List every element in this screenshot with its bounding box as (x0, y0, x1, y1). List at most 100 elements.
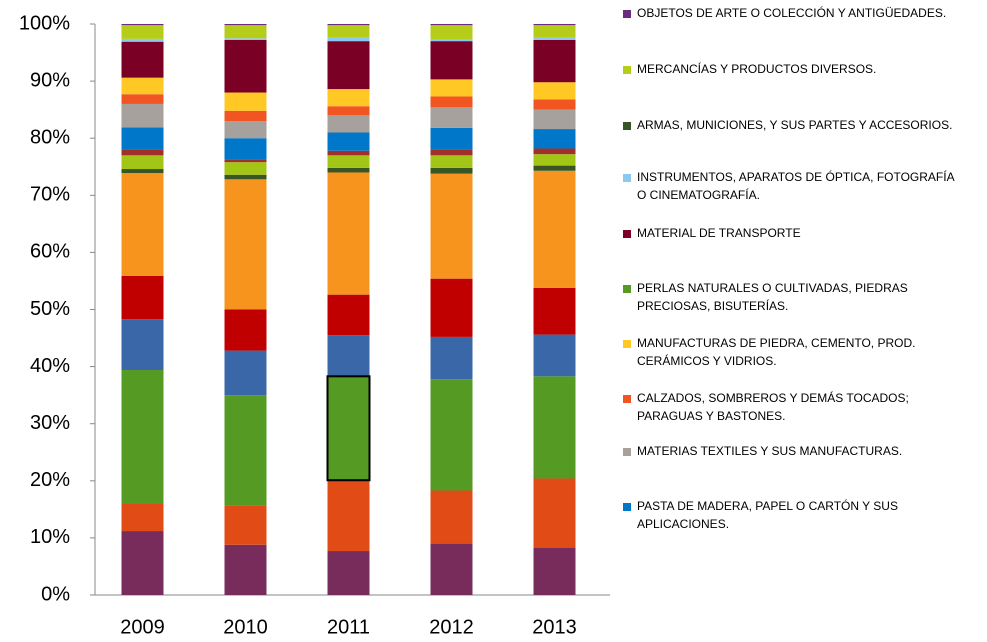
bar-segment (327, 551, 370, 595)
bar-segment (327, 25, 370, 38)
y-tick-label: 50% (30, 298, 70, 320)
bar-segment (224, 395, 267, 506)
bar-segment (327, 115, 370, 133)
bar-segment (430, 79, 473, 97)
legend-label: CERÁMICOS Y VIDRIOS. (637, 353, 777, 368)
legend-label: PARAGUAS Y BASTONES. (637, 409, 786, 423)
bar-segment (121, 531, 164, 595)
bar-segment (327, 37, 370, 42)
bar-segment (533, 82, 576, 100)
legend-swatch (623, 10, 631, 18)
x-tick-label: 2013 (532, 616, 577, 638)
bar-segment (121, 155, 164, 170)
bar-segment (533, 376, 576, 479)
x-tick-label: 2011 (327, 616, 370, 638)
bar-segment (533, 334, 576, 377)
bar-segment (224, 39, 267, 93)
bar-segment (327, 376, 370, 481)
bar-segment (327, 41, 370, 90)
bar-segment (327, 167, 370, 173)
bar-segment (121, 370, 164, 504)
bar-segment (224, 309, 267, 351)
bar-segment (533, 129, 576, 149)
x-tick-label: 2012 (429, 616, 474, 638)
legend-label: O CINEMATOGRAFÍA. (637, 187, 760, 202)
bar-segment (533, 287, 576, 335)
bar-segment (533, 547, 576, 595)
bar-segment (533, 37, 576, 40)
y-tick-label: 0% (41, 583, 70, 605)
bar-segment (121, 503, 164, 532)
bar-segment (224, 110, 267, 122)
legend-swatch (623, 66, 631, 74)
bar-segment (430, 107, 473, 128)
bar-segment (121, 103, 164, 128)
bar-segment (430, 149, 473, 156)
legend-label: PERLAS NATURALES O CULTIVADAS, PIEDRAS (637, 281, 908, 295)
bar-segment (533, 99, 576, 110)
legend-label: PRECIOSAS, BISUTERÍAS. (637, 298, 788, 313)
legend-swatch (623, 395, 631, 403)
bar-segment (121, 25, 164, 39)
bar-segment (224, 38, 267, 40)
bar-segment (327, 172, 370, 295)
bar-segment (533, 478, 576, 548)
bar-segment (430, 543, 473, 595)
x-tick-label: 2009 (120, 616, 165, 638)
y-tick-label: 30% (30, 412, 70, 434)
legend-label: MATERIAL DE TRANSPORTE (637, 226, 801, 240)
legend-label: MATERIAS TEXTILES Y SUS MANUFACTURAS. (637, 444, 902, 458)
bar-segment (430, 155, 473, 168)
legend-swatch (623, 340, 631, 348)
bar-segment (533, 165, 576, 171)
bar-segment (430, 25, 473, 40)
bar-segment (327, 294, 370, 336)
bar-segment (327, 150, 370, 156)
bar-segment (224, 350, 267, 396)
bar-segment (430, 379, 473, 491)
selection-outline (326, 375, 371, 482)
bar-segment (533, 39, 576, 83)
bar-segment (430, 278, 473, 337)
bar-segment (224, 174, 267, 180)
y-tick-label: 20% (30, 469, 70, 491)
bar-segment (430, 41, 473, 80)
y-tick-label: 90% (30, 69, 70, 91)
legend-swatch (623, 285, 631, 293)
legend-label: OBJETOS DE ARTE O COLECCIÓN Y ANTIGÜEDAD… (637, 5, 946, 20)
bar-segment (121, 77, 164, 95)
bar-segment (327, 106, 370, 116)
bar-segment (224, 179, 267, 310)
bar-segment (327, 89, 370, 107)
legend-label: PASTA DE MADERA, PAPEL O CARTÓN Y SUS (637, 498, 898, 513)
bar-segment (430, 96, 473, 108)
y-tick-label: 100% (19, 12, 70, 34)
bar-segment (121, 173, 164, 276)
legend-swatch (623, 448, 631, 456)
bar-segment (224, 24, 267, 26)
bar-segment (224, 159, 267, 163)
bar-segment (533, 25, 576, 38)
bar-segment (430, 39, 473, 42)
bar-segment (327, 480, 370, 552)
bar-segment (327, 132, 370, 151)
legend-swatch (623, 122, 631, 130)
legend-swatch (623, 230, 631, 238)
bar-segment (327, 335, 370, 377)
bar-segment (121, 41, 164, 78)
bar-segment (430, 24, 473, 26)
legend-label: ARMAS, MUNICIONES, Y SUS PARTES Y ACCESO… (637, 118, 952, 132)
bar-segment (121, 127, 164, 150)
bar-segment (327, 24, 370, 26)
bar-segment (430, 167, 473, 174)
legend-label: MANUFACTURAS DE PIEDRA, CEMENTO, PROD. (637, 336, 915, 350)
bar-segment (121, 275, 164, 320)
y-tick-label: 10% (30, 526, 70, 548)
legend-label: INSTRUMENTOS, APARATOS DE ÓPTICA, FOTOGR… (637, 169, 955, 184)
bar-segment (430, 127, 473, 150)
bar-segment (121, 24, 164, 26)
bar-segment (533, 148, 576, 155)
legend-label: CALZADOS, SOMBREROS Y DEMÁS TOCADOS; (637, 390, 909, 405)
y-tick-label: 70% (30, 184, 70, 206)
